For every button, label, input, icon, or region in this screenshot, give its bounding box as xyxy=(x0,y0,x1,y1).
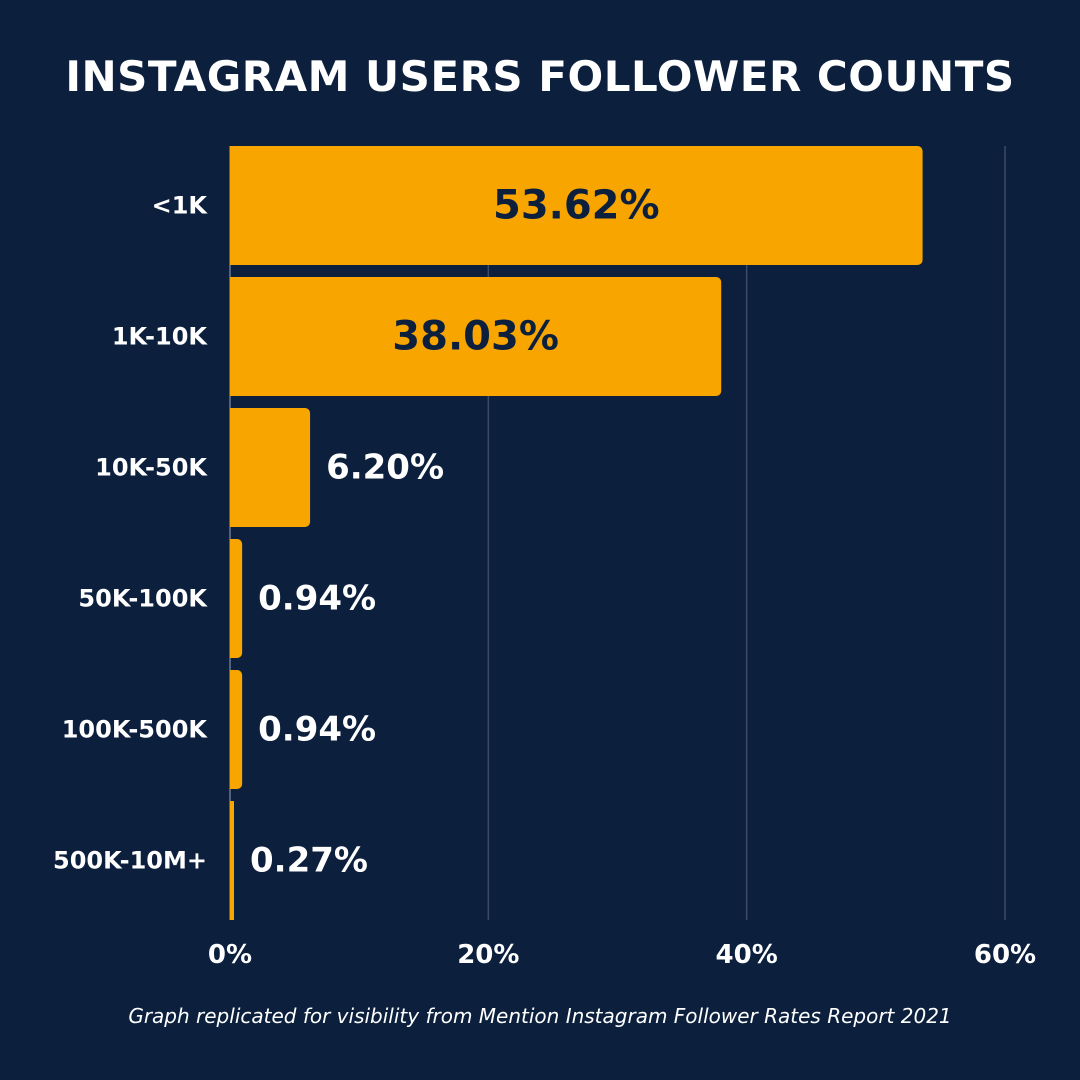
bar xyxy=(230,146,923,265)
bars xyxy=(230,146,923,920)
bar-chart: <1K 1K-10K 10K-50K 50K-100K 100K-500K 500K-10… xyxy=(53,146,1036,970)
category-label: 10K-50K xyxy=(95,454,208,482)
bar-baseline-edge xyxy=(230,146,236,265)
category-label: 500K-10M+ xyxy=(53,847,207,875)
grid-lines xyxy=(229,146,1006,920)
x-tick-label: 40% xyxy=(716,940,778,970)
category-label: 1K-10K xyxy=(112,323,209,351)
x-tick-label: 60% xyxy=(974,940,1036,970)
category-label: <1K xyxy=(152,192,209,220)
value-label: 53.62% xyxy=(493,183,660,229)
bar xyxy=(230,277,722,396)
bar-baseline-edge xyxy=(230,408,236,527)
bar-baseline-edge xyxy=(230,801,234,920)
value-label: 0.27% xyxy=(250,841,368,881)
category-label: 100K-500K xyxy=(62,716,209,744)
bar-baseline-edge xyxy=(230,539,236,658)
bar xyxy=(230,408,311,527)
category-labels: <1K 1K-10K 10K-50K 50K-100K 100K-500K 500K-10… xyxy=(53,192,208,875)
value-label: 6.20% xyxy=(326,448,444,488)
value-labels: 53.62% 38.03% 6.20% 0.94% 0.94% 0.27% xyxy=(250,183,660,881)
bar-baseline-edge xyxy=(230,670,236,789)
value-label: 0.94% xyxy=(258,710,376,750)
bar-baseline-edge xyxy=(230,277,236,396)
x-tick-label: 0% xyxy=(208,940,252,970)
x-tick-label: 20% xyxy=(457,940,519,970)
value-label: 38.03% xyxy=(392,314,559,360)
value-label: 0.94% xyxy=(258,579,376,619)
x-axis-ticks: 0% 20% 40% 60% xyxy=(208,940,1036,970)
chart-title: INSTAGRAM USERS FOLLOWER COUNTS xyxy=(65,52,1015,101)
category-label: 50K-100K xyxy=(78,585,208,613)
source-caption: Graph replicated for visibility from Men… xyxy=(128,1004,952,1028)
